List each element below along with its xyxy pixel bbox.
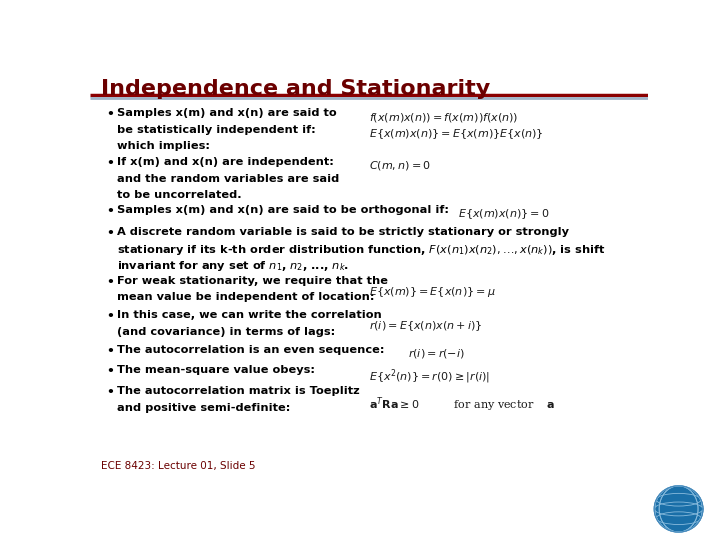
Text: $E\{x^2(n)\} = r(0) \geq |r(i)|$: $E\{x^2(n)\} = r(0) \geq |r(i)|$ xyxy=(369,368,490,386)
Text: $f(x(m)x(n)) = f(x(m))f(x(n))$: $f(x(m)x(n)) = f(x(m))f(x(n))$ xyxy=(369,111,518,124)
Text: and the random variables are said: and the random variables are said xyxy=(117,174,339,184)
Text: •: • xyxy=(107,157,114,170)
Text: •: • xyxy=(107,310,114,323)
Text: •: • xyxy=(107,366,114,379)
Text: •: • xyxy=(107,386,114,399)
Text: Samples x(m) and x(n) are said to be orthogonal if:: Samples x(m) and x(n) are said to be ort… xyxy=(117,205,449,215)
Text: •: • xyxy=(107,205,114,218)
Text: For weak stationarity, we require that the: For weak stationarity, we require that t… xyxy=(117,275,388,286)
Text: If x(m) and x(n) are independent:: If x(m) and x(n) are independent: xyxy=(117,157,333,167)
Text: $E\{x(m)x(n)\} = E\{x(m)\}E\{x(n)\}$: $E\{x(m)x(n)\} = E\{x(m)\}E\{x(n)\}$ xyxy=(369,127,544,141)
Text: Samples x(m) and x(n) are said to: Samples x(m) and x(n) are said to xyxy=(117,109,336,118)
Text: A discrete random variable is said to be strictly stationary or strongly: A discrete random variable is said to be… xyxy=(117,227,569,237)
Text: The autocorrelation is an even sequence:: The autocorrelation is an even sequence: xyxy=(117,345,384,355)
Text: •: • xyxy=(107,345,114,357)
Text: The mean-square value obeys:: The mean-square value obeys: xyxy=(117,366,315,375)
Text: The autocorrelation matrix is Toeplitz: The autocorrelation matrix is Toeplitz xyxy=(117,386,359,396)
Text: and positive semi-definite:: and positive semi-definite: xyxy=(117,403,290,413)
Circle shape xyxy=(654,486,703,532)
Text: •: • xyxy=(107,275,114,288)
Text: $\mathbf{a}^T\mathbf{Ra} \geq 0$          for any vector    $\mathbf{a}$: $\mathbf{a}^T\mathbf{Ra} \geq 0$ for any… xyxy=(369,395,556,414)
Text: to be uncorrelated.: to be uncorrelated. xyxy=(117,190,241,200)
Text: •: • xyxy=(107,227,114,240)
Text: $r(i) = E\{x(n)x(n+i)\}$: $r(i) = E\{x(n)x(n+i)\}$ xyxy=(369,319,482,333)
Text: $r(i) = r(-i)$: $r(i) = r(-i)$ xyxy=(408,347,465,360)
Text: In this case, we can write the correlation: In this case, we can write the correlati… xyxy=(117,310,382,320)
Text: •: • xyxy=(107,109,114,122)
Text: which implies:: which implies: xyxy=(117,141,210,151)
Text: Independence and Stationarity: Independence and Stationarity xyxy=(101,79,490,99)
Text: $C(m,n) = 0$: $C(m,n) = 0$ xyxy=(369,159,431,172)
Text: $E\{x(m)\} = E\{x(n)\} = \mu$: $E\{x(m)\} = E\{x(n)\} = \mu$ xyxy=(369,285,495,299)
Text: $E\{x(m)x(n)\} = 0$: $E\{x(m)x(n)\} = 0$ xyxy=(459,207,550,221)
Text: ECE 8423: Lecture 01, Slide 5: ECE 8423: Lecture 01, Slide 5 xyxy=(101,462,256,471)
Text: (and covariance) in terms of lags:: (and covariance) in terms of lags: xyxy=(117,327,335,337)
Text: be statistically independent if:: be statistically independent if: xyxy=(117,125,315,135)
Text: mean value be independent of location:: mean value be independent of location: xyxy=(117,292,374,302)
Text: invariant for any set of $n_1$, $n_2$, ..., $n_k$.: invariant for any set of $n_1$, $n_2$, .… xyxy=(117,259,349,273)
Text: stationary if its k-th order distribution function, $F(x(n_1)x(n_2),\ldots,x(n_k: stationary if its k-th order distributio… xyxy=(117,243,605,257)
